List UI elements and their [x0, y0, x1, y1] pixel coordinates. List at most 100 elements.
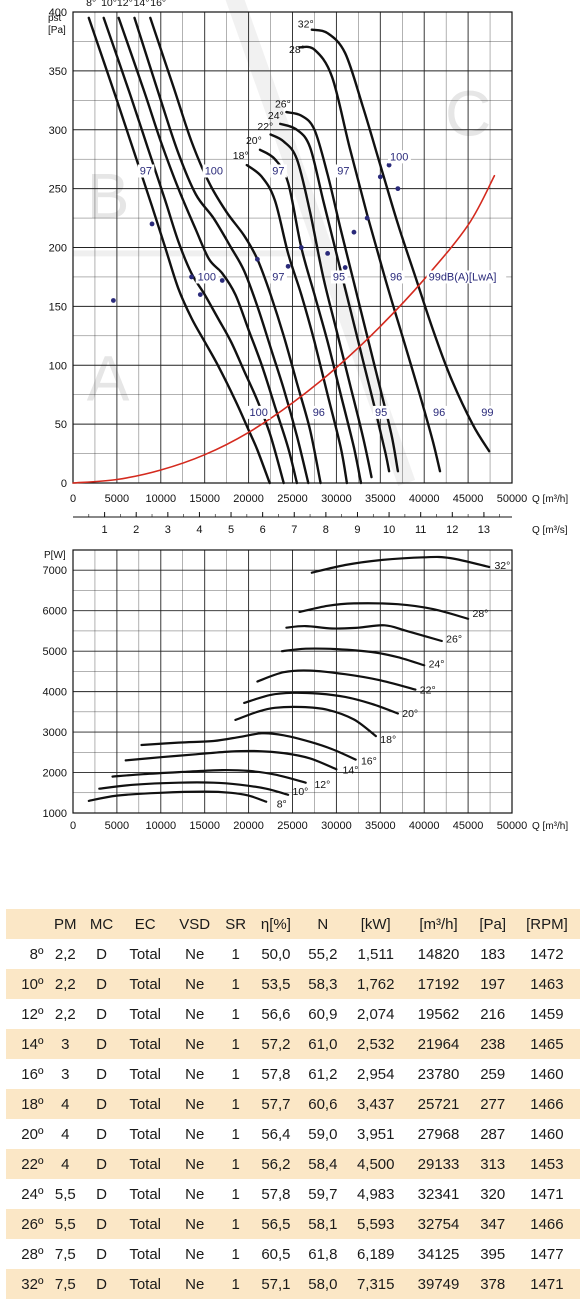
y-tick-label: 100: [49, 360, 67, 372]
table-cell: 183: [480, 945, 506, 963]
x-tick-label: 40000: [409, 493, 440, 505]
noise-label: 99: [481, 407, 493, 419]
noise-marker: [254, 256, 260, 262]
table-cell: 32341: [417, 1185, 460, 1203]
table-cell: 56,4: [261, 1125, 291, 1143]
table-cell: 5,5: [54, 1215, 76, 1233]
table-cell: 59,0: [308, 1125, 338, 1143]
x2-tick-label: 9: [354, 524, 360, 536]
table-cell: 1459: [530, 1005, 564, 1023]
table-cell: D: [96, 1005, 107, 1023]
table-cell: 2,954: [356, 1065, 395, 1083]
x2-tick-label: 6: [260, 524, 266, 536]
column-header: VSD: [179, 915, 211, 933]
table-cell: D: [96, 1095, 107, 1113]
table-cell: 1: [231, 945, 240, 963]
system-curve: [72, 174, 496, 484]
row-angle-cell: 12º: [21, 1005, 44, 1023]
table-cell: 56,5: [261, 1215, 291, 1233]
table-cell: Ne: [185, 1005, 205, 1023]
table-header-row: PM MC EC VSD SR η[%] N [kW] [m³/h] [Pa] [RPM]: [6, 909, 580, 939]
table-cell: 1: [231, 1065, 240, 1083]
noise-marker: [364, 215, 370, 221]
performance-table: PM MC EC VSD SR η[%] N [kW] [m³/h] [Pa] [RPM] 8º 2,…: [6, 909, 580, 1299]
noise-label-bg: [195, 270, 219, 284]
table-cell: 27968: [417, 1125, 460, 1143]
table-cell: 1: [231, 1275, 240, 1293]
noise-marker: [219, 278, 225, 283]
table-cell: 259: [480, 1065, 506, 1083]
angle-label-22: 22°: [257, 121, 273, 133]
table-cell: 4: [61, 1095, 70, 1113]
table-cell: 32754: [417, 1215, 460, 1233]
x-tick-label: 35000: [365, 493, 396, 505]
row-angle-cell: 24º: [21, 1185, 44, 1203]
noise-label: 96: [313, 407, 325, 419]
noise-marker: [197, 292, 203, 297]
noise-marker: [149, 221, 155, 227]
x2-tick-label: 7: [291, 524, 297, 536]
table-cell: Total: [129, 1095, 161, 1113]
x-tick-label: 5000: [105, 820, 129, 832]
table-cell: Total: [129, 1275, 161, 1293]
table-cell: Total: [129, 1125, 161, 1143]
table-cell: 1,762: [356, 975, 395, 993]
y-tick-label: 2000: [43, 768, 67, 780]
table-cell: 5,5: [54, 1185, 76, 1203]
noise-label-bg: [202, 164, 226, 178]
curve-12: [117, 16, 299, 485]
power-angle-label-16: 16°: [361, 755, 377, 767]
table-cell: 2,074: [356, 1005, 395, 1023]
table-row: 20º 4 D Total Ne 1 56,4 59,0 3,951 27968 287 1460: [6, 1119, 580, 1149]
x-tick-label: 0: [70, 820, 76, 832]
table-cell: 1471: [530, 1275, 564, 1293]
table-cell: 7,5: [54, 1275, 76, 1293]
noise-label: 100: [205, 165, 223, 177]
x-tick-label: 0: [70, 493, 76, 505]
table-cell: 56,2: [261, 1155, 291, 1173]
power-angle-label-12: 12°: [314, 779, 330, 791]
y-tick-label: 5000: [43, 646, 67, 658]
x-tick-label: 10000: [146, 820, 177, 832]
table-cell: 4,500: [356, 1155, 395, 1173]
x-tick-label: 30000: [321, 493, 352, 505]
column-header: EC: [134, 915, 156, 933]
curve-8: [87, 16, 271, 485]
power-angle-label-14: 14°: [343, 764, 359, 776]
noise-label: 96: [433, 407, 445, 419]
noise-label-bg: [426, 270, 507, 284]
noise-label-bg: [270, 270, 287, 284]
column-header: [6, 909, 47, 939]
power-curve-32: [310, 555, 491, 574]
row-angle-cell: 32º: [21, 1275, 44, 1293]
row-angle-cell: 18º: [21, 1095, 44, 1113]
x2-tick-label: 11: [415, 524, 426, 536]
table-cell: D: [96, 945, 107, 963]
table-cell: 2,2: [54, 945, 76, 963]
column-header: η[%]: [260, 915, 291, 933]
table-cell: Total: [129, 1035, 161, 1053]
table-row: 26º 5,5 D Total Ne 1 56,5 58,1 5,593 32754 347 1466: [6, 1209, 580, 1239]
table-cell: 1,511: [357, 945, 394, 963]
table-cell: D: [96, 1275, 107, 1293]
angle-label-26: 26°: [275, 98, 291, 110]
table-cell: 1472: [530, 945, 564, 963]
table-cell: 17192: [417, 975, 460, 993]
angle-label-16: 16°: [150, 0, 166, 9]
table-cell: 3,951: [356, 1125, 395, 1143]
angle-label-28: 28°: [289, 44, 305, 56]
table-cell: Total: [129, 1155, 161, 1173]
x2-tick-label: 8: [323, 524, 329, 536]
table-cell: 39749: [417, 1275, 460, 1293]
x-tick-label: 25000: [277, 820, 308, 832]
x-tick-label: 20000: [233, 493, 264, 505]
table-cell: D: [96, 1245, 107, 1263]
table-cell: 216: [480, 1005, 506, 1023]
power-curve-24: [280, 647, 426, 667]
table-cell: 57,8: [261, 1065, 291, 1083]
table-cell: 1: [231, 1125, 240, 1143]
noise-marker: [285, 263, 291, 269]
table-cell: 5,593: [356, 1215, 395, 1233]
table-cell: 4: [61, 1155, 70, 1173]
